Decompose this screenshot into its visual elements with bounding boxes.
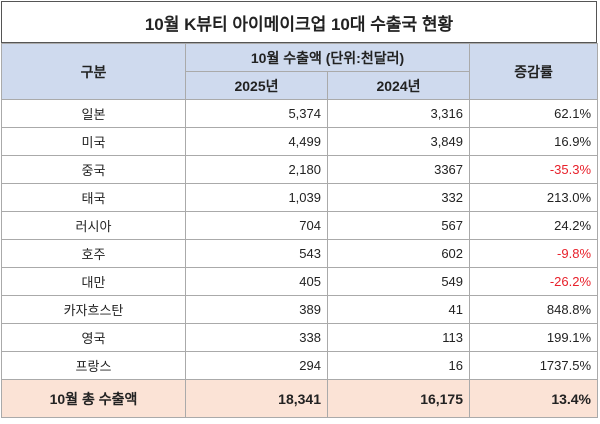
value-cell: 16,175 (326, 379, 471, 418)
value-cell: 24.2% (469, 211, 599, 240)
value-cell: 213.0% (469, 183, 599, 212)
data-row: 일본 5,374 3,316 62.1% (1, 99, 599, 128)
value-cell: 543 (185, 239, 328, 268)
country-cell: 러시아 (1, 211, 186, 240)
country-cell: 대만 (1, 267, 186, 296)
country-cell: 영국 (1, 323, 186, 352)
value-cell: 704 (185, 211, 328, 240)
value-cell: 567 (326, 211, 471, 240)
value-cell: -26.2% (469, 267, 599, 296)
total-row: 10월 총 수출액 18,341 16,175 13.4% (1, 379, 599, 418)
header-cell: 증감률 (469, 43, 599, 100)
value-cell: 389 (185, 295, 328, 324)
country-cell: 카자흐스탄 (1, 295, 186, 324)
value-cell: 16.9% (469, 127, 599, 156)
value-cell: 602 (326, 239, 471, 268)
value-cell: 16 (326, 351, 471, 380)
value-cell: -35.3% (469, 155, 599, 184)
value-cell: 1,039 (185, 183, 328, 212)
data-row: 러시아 704 567 24.2% (1, 211, 599, 240)
value-cell: 3,849 (326, 127, 471, 156)
value-cell: 338 (185, 323, 328, 352)
value-cell: 18,341 (185, 379, 328, 418)
value-cell: 13.4% (469, 379, 599, 418)
data-row: 대만 405 549 -26.2% (1, 267, 599, 296)
data-row: 중국 2,180 3367 -35.3% (1, 155, 599, 184)
header-cell: 10월 수출액 (단위:천달러) (184, 43, 471, 72)
country-cell: 호주 (1, 239, 186, 268)
value-cell: 3,316 (326, 99, 471, 128)
country-cell: 태국 (1, 183, 186, 212)
header-cell: 2024년 (326, 71, 471, 100)
header-row: 2025년 2024년 (2, 71, 598, 100)
value-cell: 294 (185, 351, 328, 380)
value-cell: 5,374 (185, 99, 328, 128)
value-cell: 2,180 (185, 155, 328, 184)
value-cell: 41 (326, 295, 471, 324)
value-cell: 848.8% (469, 295, 599, 324)
value-cell: 113 (326, 323, 471, 352)
data-row: 미국 4,499 3,849 16.9% (1, 127, 599, 156)
country-cell: 중국 (1, 155, 186, 184)
value-cell: 4,499 (185, 127, 328, 156)
data-row: 태국 1,039 332 213.0% (1, 183, 599, 212)
header-row: 구분 10월 수출액 (단위:천달러) 증감률 (1, 43, 599, 100)
value-cell: 1737.5% (469, 351, 599, 380)
data-row: 호주 543 602 -9.8% (1, 239, 599, 268)
value-cell: 549 (326, 267, 471, 296)
table-body: 일본 5,374 3,316 62.1% 미국 4,499 3,849 16.9% 중국 2,18… (1, 99, 599, 418)
header-cell: 구분 (1, 43, 186, 100)
header-cell: 2025년 (185, 71, 328, 100)
value-cell: 3367 (326, 155, 471, 184)
value-cell: 62.1% (469, 99, 599, 128)
table-title: 10월 K뷰티 아이메이크업 10대 수출국 현황 (1, 1, 597, 43)
data-row: 프랑스 294 16 1737.5% (1, 351, 599, 380)
data-row: 카자흐스탄 389 41 848.8% (1, 295, 599, 324)
value-cell: 405 (185, 267, 328, 296)
value-cell: 199.1% (469, 323, 599, 352)
data-row: 영국 338 113 199.1% (1, 323, 599, 352)
export-table: 구분 10월 수출액 (단위:천달러) 증감률 2025년 2024년 일본 5,… (1, 43, 599, 418)
value-cell: 332 (326, 183, 471, 212)
country-cell: 일본 (1, 99, 186, 128)
country-cell: 10월 총 수출액 (1, 379, 186, 418)
country-cell: 프랑스 (1, 351, 186, 380)
country-cell: 미국 (1, 127, 186, 156)
value-cell: -9.8% (469, 239, 599, 268)
